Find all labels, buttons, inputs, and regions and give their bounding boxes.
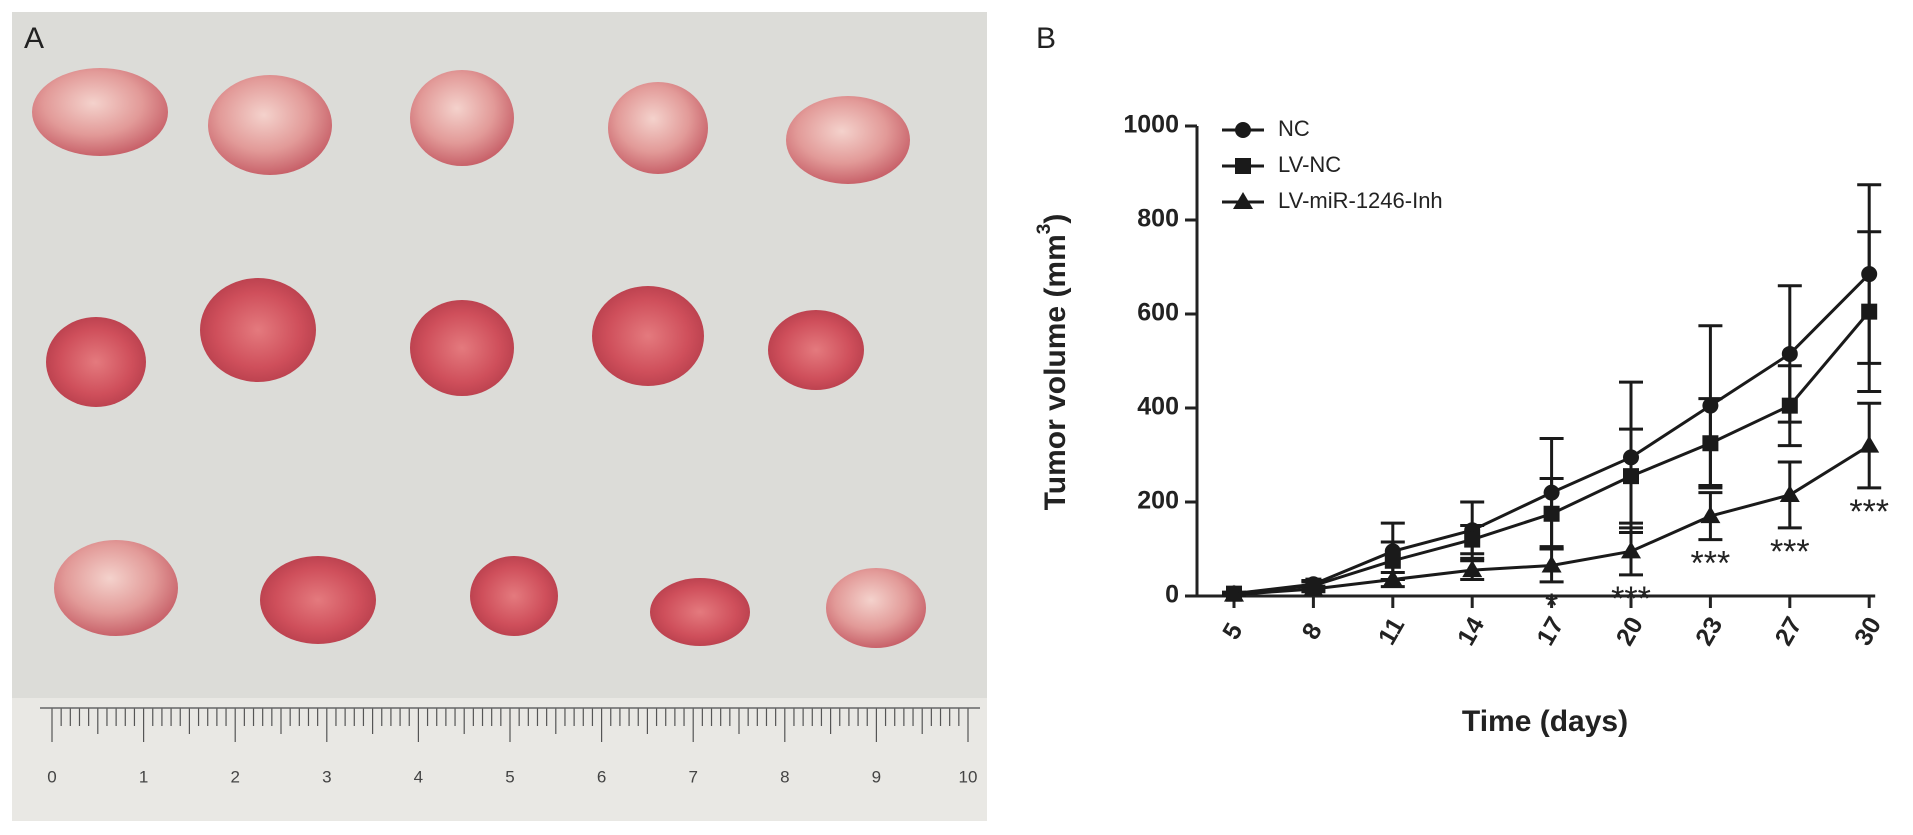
marker: [1621, 541, 1641, 559]
y-tick-label: 400: [1137, 393, 1179, 421]
tumor: [208, 75, 332, 175]
legend-marker: [1235, 122, 1251, 138]
tumor: [768, 310, 864, 390]
ruler-ticks: 0 1 2 3 4 5 6 7 8 9 10: [40, 707, 980, 786]
annotation: ***: [1611, 580, 1651, 618]
marker: [1224, 584, 1244, 602]
marker: [1700, 506, 1721, 524]
annotation: ***: [1770, 533, 1810, 571]
ruler-label: 10: [959, 767, 978, 786]
marker: [1861, 303, 1878, 320]
tumor: [260, 556, 376, 644]
tumor: [46, 317, 146, 407]
y-tick-label: 0: [1165, 581, 1179, 609]
ruler-label: 5: [505, 767, 514, 786]
y-tick-label: 200: [1137, 487, 1179, 515]
tumor: [650, 578, 750, 646]
panel-label: B: [1036, 22, 1056, 55]
tumor: [608, 82, 708, 174]
x-tick-label: 30: [1849, 612, 1887, 650]
annotation: ***: [1691, 545, 1731, 583]
ruler-label: 7: [688, 767, 697, 786]
marker: [1303, 578, 1324, 596]
marker: [1464, 531, 1481, 548]
legend-marker: [1233, 192, 1253, 209]
ruler-label: 1: [139, 767, 148, 786]
marker: [1382, 569, 1403, 587]
marker: [1541, 555, 1562, 573]
marker: [1623, 468, 1639, 485]
x-axis-label: Time (days): [1462, 705, 1628, 738]
marker: [1543, 505, 1560, 522]
marker: [1859, 435, 1880, 453]
ruler-label: 6: [597, 767, 606, 786]
marker: [1462, 560, 1483, 578]
ruler-label: 8: [780, 767, 789, 786]
tumor: [786, 96, 910, 184]
ruler-label: 9: [872, 767, 881, 786]
tumor: [54, 540, 178, 636]
legend-label: NC: [1278, 116, 1310, 141]
tumor: [826, 568, 926, 648]
ruler: [12, 698, 987, 821]
x-tick-label: 27: [1770, 612, 1808, 650]
tumor: [32, 68, 168, 156]
legend-marker: [1235, 158, 1251, 174]
ruler-label: 4: [414, 767, 423, 786]
marker: [1702, 435, 1719, 452]
y-tick-label: 1000: [1123, 111, 1179, 139]
y-axis-label-part: Tumor volume (mm: [1039, 234, 1072, 510]
panel-label: A: [24, 22, 44, 55]
tumor: [470, 556, 558, 636]
tumor: [410, 300, 514, 396]
tumor: [410, 70, 514, 166]
x-tick-label: 8: [1297, 618, 1328, 644]
marker: [1781, 345, 1798, 362]
x-tick-label: 23: [1690, 612, 1728, 650]
y-axis-label-part: ): [1039, 214, 1072, 224]
marker: [1781, 397, 1798, 414]
marker: [1384, 552, 1401, 569]
x-tick-label: 20: [1611, 612, 1649, 650]
ruler-label: 2: [230, 767, 239, 786]
x-tick-label: 14: [1452, 612, 1490, 650]
legend-label: LV-NC: [1278, 152, 1341, 177]
y-tick-label: 600: [1137, 299, 1179, 327]
ruler-label: 0: [47, 767, 56, 786]
x-tick-label: 11: [1373, 613, 1411, 650]
photo-panel: 0 1 2 3 4 5 6 7 8 9 10 A: [12, 12, 987, 821]
y-tick-label: 800: [1137, 205, 1179, 233]
tumor: [592, 286, 704, 386]
tumors: [32, 68, 926, 648]
y-axis-label-part: 3: [1034, 224, 1055, 235]
legend-label: LV-miR-1246-Inh: [1278, 188, 1443, 213]
marker: [1779, 484, 1800, 502]
x-tick-label: 5: [1217, 618, 1248, 644]
ruler-label: 3: [322, 767, 331, 786]
annotation: ***: [1849, 493, 1889, 531]
annotation: *: [1545, 587, 1558, 625]
y-axis-label: Tumor volume (mm3): [1034, 214, 1072, 511]
tumor: [200, 278, 316, 382]
